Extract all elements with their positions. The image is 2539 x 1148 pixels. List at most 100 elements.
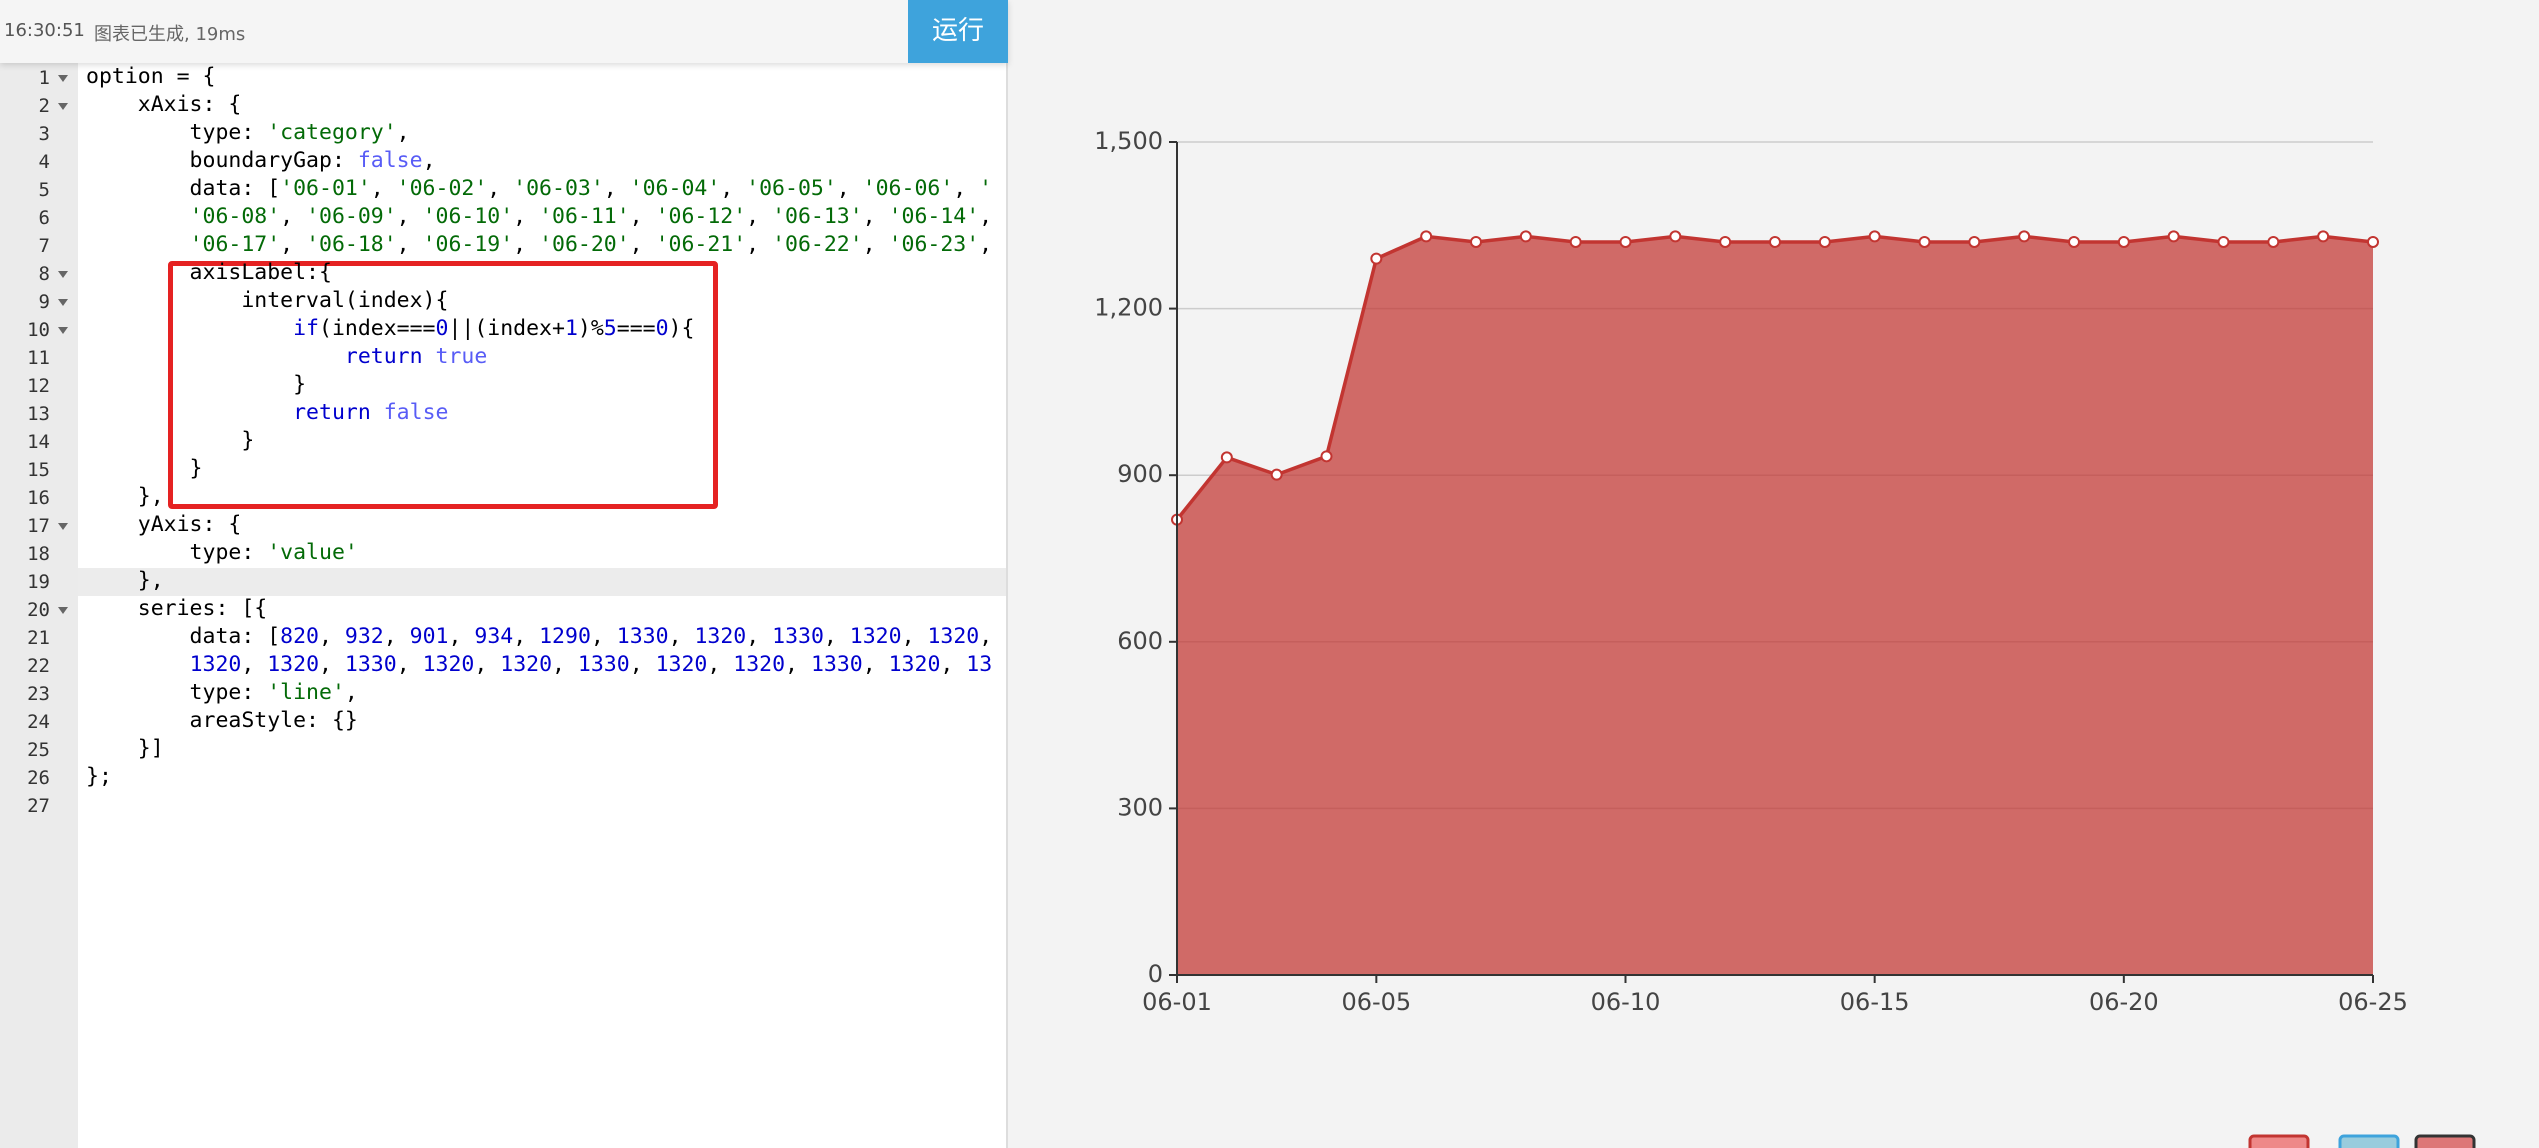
x-tick-label: 06-01 (1142, 988, 1212, 1016)
code-line: }, (86, 568, 164, 593)
fold-arrow[interactable] (58, 523, 68, 530)
point (2317, 230, 2330, 243)
x-tick-label: 06-10 (1591, 988, 1661, 1016)
line-number: 17 (27, 515, 50, 537)
code-line: type: 'category', (86, 120, 410, 145)
fold-arrow[interactable] (58, 271, 68, 278)
point (1569, 235, 1582, 248)
point (1818, 235, 1831, 248)
code-line: '06-08', '06-09', '06-10', '06-11', '06-… (189, 204, 993, 229)
code-line: }] (86, 736, 164, 761)
line-number: 8 (38, 263, 50, 285)
line-number: 6 (38, 207, 50, 229)
line-number: 3 (38, 123, 50, 145)
point (1619, 235, 1632, 248)
line-number: 12 (27, 375, 50, 397)
line-number: 13 (27, 403, 50, 425)
fold-arrow[interactable] (58, 103, 68, 110)
fold-arrow[interactable] (58, 327, 68, 334)
line-number: 7 (38, 235, 50, 257)
y-tick-label: 900 (1117, 460, 1163, 488)
point (2068, 235, 2080, 248)
point (2367, 235, 2379, 248)
line-number: 9 (38, 291, 50, 313)
code-line: '06-17', '06-18', '06-19', '06-20', '06-… (189, 232, 993, 257)
line-number: 14 (27, 431, 50, 453)
current-line (78, 568, 1006, 596)
line-number: 2 (38, 95, 50, 117)
code-line: } (86, 456, 203, 481)
code-line: type: 'value' (86, 540, 358, 565)
x-tick-label: 06-20 (2089, 988, 2159, 1016)
line-number: 24 (27, 711, 50, 733)
code-line: }; (86, 764, 112, 789)
point (1370, 252, 1383, 265)
y-tick-label: 0 (1148, 960, 1163, 988)
x-tick-label: 06-25 (2338, 988, 2408, 1016)
status-message: 图表已生成, 19ms (94, 24, 246, 45)
point (2018, 230, 2031, 243)
code-line: if(index===0||(index+1)%5===0){ (293, 316, 695, 341)
point (1470, 235, 1482, 248)
point (2217, 235, 2230, 248)
area (1177, 236, 2373, 975)
code-line: return true (344, 344, 488, 369)
code-line: return false (293, 400, 449, 425)
code-line: }, (86, 484, 164, 509)
point (1918, 235, 1931, 248)
code-line: data: ['06-01', '06-02', '06-03', '06-04… (86, 176, 993, 201)
code-line: data: [820, 932, 901, 934, 1290, 1330, 1… (86, 624, 993, 649)
line-number: 18 (27, 543, 50, 565)
line-number: 1 (38, 67, 50, 89)
line-number: 4 (38, 151, 50, 173)
line-number: 10 (27, 319, 50, 341)
line-number: 25 (27, 739, 50, 761)
fold-arrow[interactable] (58, 75, 68, 82)
line-number: 15 (27, 459, 50, 481)
chart: 0 300 600 900 1,200 1,500 06-01 06-05 06-10 06-15… (1094, 127, 2476, 1148)
code-line: } (86, 428, 255, 453)
code-line: 1320, 1320, 1330, 1320, 1320, 1330, 1320… (189, 652, 993, 677)
highlight-box (168, 261, 718, 509)
line-number: 23 (27, 683, 50, 705)
fold-arrow[interactable] (58, 607, 68, 614)
code-line: interval(index){ (86, 288, 449, 313)
fold-arrow[interactable] (58, 299, 68, 306)
status-bar: 16:30:51 图表已生成, 19ms 运行 (0, 0, 1008, 63)
line-number: 22 (27, 655, 50, 677)
line-number: 21 (27, 627, 50, 649)
code-line: xAxis: { (86, 92, 242, 117)
line-number: 19 (27, 571, 50, 593)
point (1320, 450, 1333, 463)
point (1719, 235, 1732, 248)
line-number: 5 (38, 179, 50, 201)
y-tick-label: 1,500 (1094, 127, 1163, 155)
line-number: 27 (27, 795, 50, 817)
point (1420, 230, 1433, 243)
point (1968, 235, 1981, 248)
point (1519, 230, 1532, 243)
y-tick-label: 600 (1117, 627, 1163, 655)
code-line: series: [{ (86, 596, 268, 621)
status-time: 16:30:51 (4, 20, 85, 41)
run-button[interactable]: 运行 (908, 0, 1008, 63)
gutter: 1 2 3 4 5 6 7 8 9 10 11 12 13 14 15 16 17 18 19 20 21 22 23 24 2… (0, 63, 78, 1148)
point (1769, 235, 1781, 248)
x-tick-label: 06-15 (1840, 988, 1910, 1016)
code-editor[interactable]: 1 2 3 4 5 6 7 8 9 10 11 12 13 14 15 16 17 18 19 20 21 22 23 24 2… (0, 63, 1008, 1148)
code-line: option = { (86, 64, 216, 89)
line-number: 16 (27, 487, 50, 509)
point (2117, 235, 2130, 248)
code-line: type: 'line', (86, 680, 358, 705)
point (1868, 230, 1881, 243)
code-line: } (86, 372, 307, 397)
point (1669, 230, 1682, 243)
point (2267, 235, 2280, 248)
line-number: 26 (27, 767, 50, 789)
y-tick-label: 300 (1117, 793, 1163, 821)
line-number: 11 (27, 347, 50, 369)
line-number: 20 (27, 599, 50, 621)
code-line: axisLabel:{ (86, 260, 332, 285)
point (1270, 468, 1283, 481)
